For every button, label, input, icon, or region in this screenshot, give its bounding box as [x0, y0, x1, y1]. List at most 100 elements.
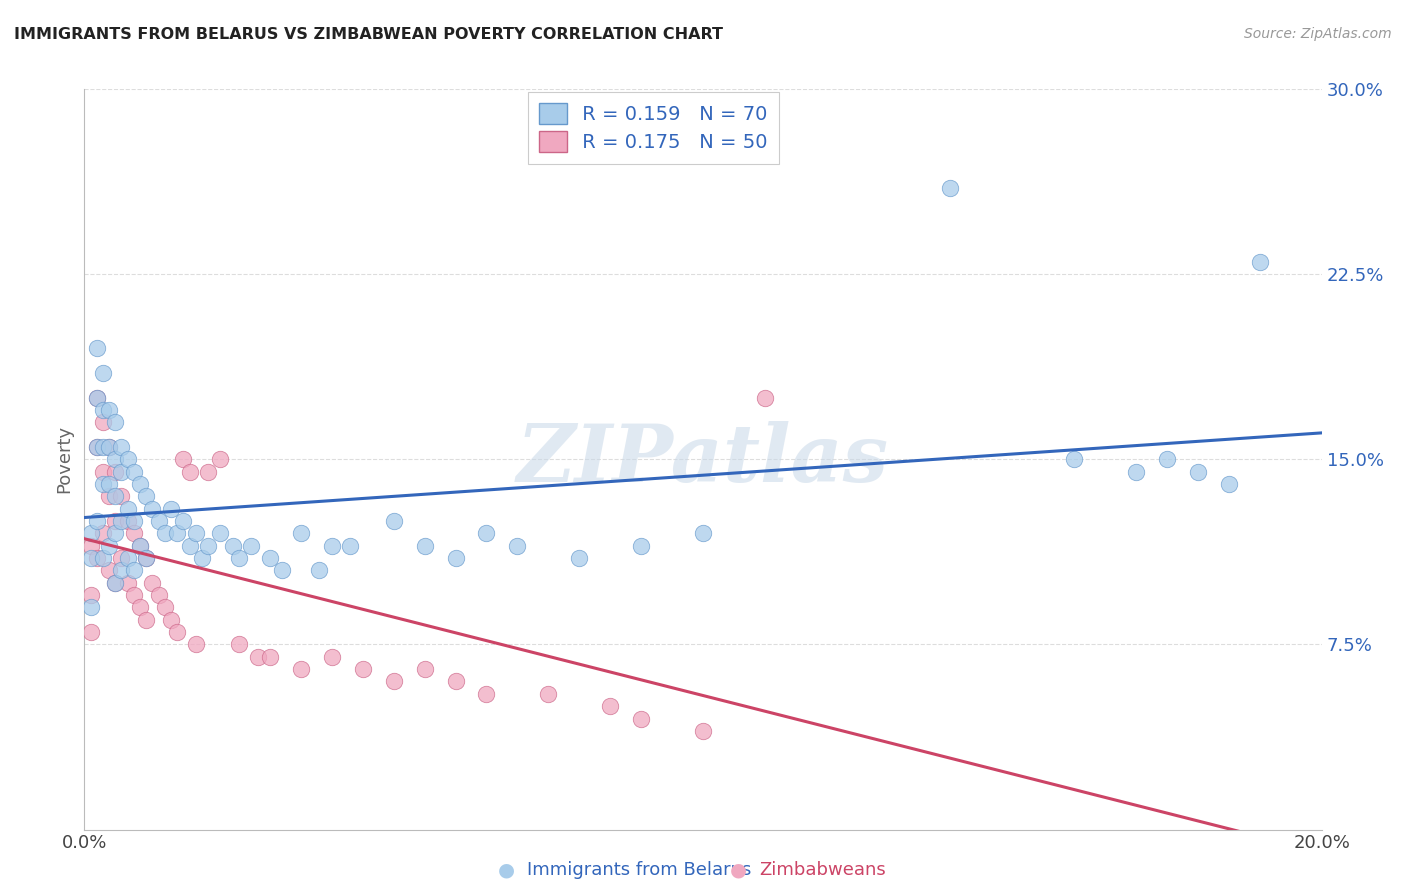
Point: [290, 662, 312, 676]
Text: Zimbabweans: Zimbabweans: [759, 861, 886, 879]
Point: [129, 600, 152, 615]
Point: [339, 539, 361, 553]
Point: [86, 440, 108, 454]
Point: [110, 440, 132, 454]
Point: [1218, 477, 1240, 491]
Point: [413, 539, 436, 553]
Point: [259, 551, 281, 566]
Point: [184, 637, 207, 651]
Point: [104, 575, 127, 590]
Point: [117, 452, 139, 467]
Point: [98, 440, 121, 454]
Point: [141, 575, 163, 590]
Point: [630, 539, 652, 553]
Point: [179, 539, 201, 553]
Point: [122, 588, 145, 602]
Point: [104, 575, 127, 590]
Text: ●: ●: [498, 860, 515, 880]
Point: [568, 551, 591, 566]
Point: [117, 514, 139, 528]
Point: [321, 539, 343, 553]
Point: [413, 662, 436, 676]
Point: [79, 526, 101, 541]
Point: [754, 391, 776, 405]
Point: [104, 416, 127, 430]
Point: [191, 551, 214, 566]
Text: IMMIGRANTS FROM BELARUS VS ZIMBABWEAN POVERTY CORRELATION CHART: IMMIGRANTS FROM BELARUS VS ZIMBABWEAN PO…: [14, 27, 723, 42]
Point: [444, 551, 467, 566]
Point: [122, 564, 145, 578]
Point: [98, 403, 121, 417]
Point: [197, 539, 219, 553]
Point: [141, 501, 163, 516]
Point: [79, 588, 101, 602]
Point: [79, 551, 101, 566]
Point: [86, 342, 108, 356]
Point: [148, 588, 170, 602]
Point: [135, 551, 157, 566]
Point: [153, 526, 176, 541]
Point: [228, 551, 250, 566]
Point: [475, 526, 498, 541]
Point: [86, 551, 108, 566]
Point: [599, 699, 621, 714]
Point: [79, 600, 101, 615]
Point: [129, 539, 152, 553]
Point: [98, 489, 121, 503]
Point: [172, 452, 194, 467]
Point: [117, 575, 139, 590]
Point: [110, 551, 132, 566]
Point: [475, 687, 498, 701]
Point: [98, 440, 121, 454]
Point: [86, 514, 108, 528]
Point: [228, 637, 250, 651]
Point: [692, 526, 714, 541]
Point: [246, 649, 269, 664]
Point: [104, 526, 127, 541]
Point: [444, 674, 467, 689]
Point: [91, 403, 114, 417]
Point: [110, 514, 132, 528]
Point: [271, 564, 294, 578]
Point: [222, 539, 245, 553]
Point: [79, 539, 101, 553]
Point: [939, 181, 962, 195]
Point: [506, 539, 529, 553]
Point: [104, 465, 127, 479]
Point: [184, 526, 207, 541]
Point: [104, 514, 127, 528]
Point: [148, 514, 170, 528]
Point: [86, 440, 108, 454]
Point: [166, 625, 188, 640]
Point: [321, 649, 343, 664]
Point: [382, 674, 405, 689]
Point: [135, 551, 157, 566]
Point: [692, 723, 714, 738]
Point: [91, 526, 114, 541]
Point: [110, 489, 132, 503]
Point: [110, 564, 132, 578]
Point: [91, 366, 114, 380]
Point: [172, 514, 194, 528]
Point: [630, 712, 652, 726]
Point: [122, 526, 145, 541]
Point: [98, 539, 121, 553]
Point: [382, 514, 405, 528]
Point: [98, 564, 121, 578]
Point: [91, 551, 114, 566]
Y-axis label: Poverty: Poverty: [55, 425, 73, 493]
Point: [160, 501, 183, 516]
Point: [135, 489, 157, 503]
Point: [537, 687, 560, 701]
Point: [1249, 255, 1271, 269]
Point: [209, 452, 232, 467]
Point: [104, 452, 127, 467]
Point: [104, 489, 127, 503]
Point: [129, 477, 152, 491]
Point: [209, 526, 232, 541]
Point: [91, 416, 114, 430]
Point: [98, 477, 121, 491]
Text: Immigrants from Belarus: Immigrants from Belarus: [527, 861, 752, 879]
Point: [1063, 452, 1085, 467]
Point: [1187, 465, 1209, 479]
